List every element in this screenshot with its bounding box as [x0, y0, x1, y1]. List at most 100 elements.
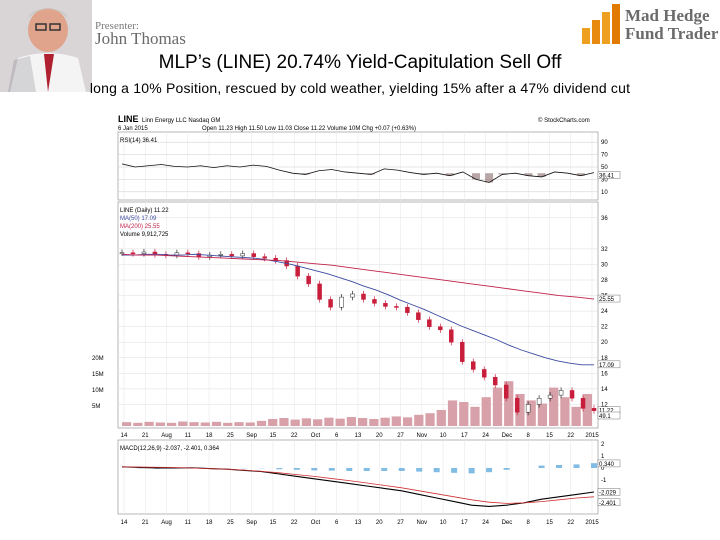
candle-body — [251, 253, 256, 257]
candle-body — [547, 394, 553, 399]
candle-body — [328, 299, 333, 308]
candle-body — [525, 404, 531, 413]
volume-bar — [515, 394, 525, 426]
rsi-series — [121, 163, 595, 183]
macd-histogram-bar — [346, 468, 353, 471]
price-tick-label: 18 — [601, 356, 608, 362]
volume-bar — [346, 417, 356, 426]
volume-bar — [301, 418, 312, 426]
candle-body — [514, 397, 520, 413]
volume-bar — [582, 394, 592, 426]
x-tick-label: 14 — [121, 433, 128, 439]
volume-bar — [436, 410, 446, 426]
x-tick-label: 6 — [335, 433, 339, 439]
macd-histogram-bar — [591, 463, 597, 468]
price-tick-label: 24 — [601, 309, 608, 315]
candle-body — [394, 306, 399, 308]
rsi-label: RSI(14) 36.41 — [120, 138, 158, 144]
rsi-oversold-fill — [524, 173, 533, 176]
price-tick-label: 28 — [601, 278, 608, 284]
candle-body — [383, 303, 388, 307]
macd-histogram-bar — [538, 465, 545, 468]
x-tick-label: Aug — [161, 520, 172, 526]
x-tick-label: Nov — [416, 520, 427, 526]
volume-bar — [223, 422, 233, 426]
candle-body — [130, 252, 136, 255]
price-tick-label: 16 — [601, 371, 608, 377]
rsi-oversold-fill — [537, 173, 546, 177]
rsi-tick-label: 10 — [601, 190, 608, 196]
macd-histogram-bar — [573, 464, 580, 468]
axis-labels: 36323028262422201816141214142121AugAug11… — [92, 140, 621, 526]
chart-date: 6 Jan 2015 — [118, 126, 148, 132]
volume-bar — [459, 402, 469, 426]
x-tick-label: 10 — [440, 433, 447, 439]
price-legend-4: Volume 9,912,725 — [120, 232, 169, 238]
candle-body — [262, 256, 267, 259]
chart-quote: Open 11.23 High 11.50 Low 11.03 Close 11… — [202, 126, 416, 132]
volume-bar — [447, 400, 458, 426]
slide-subtitle: long a 10% Position, rescued by cold wea… — [89, 80, 631, 96]
x-tick-label: 11 — [185, 433, 192, 439]
x-tick-label: 11 — [185, 520, 192, 526]
volume-bar — [335, 418, 345, 426]
volume-bar — [166, 422, 177, 426]
volume-bar — [358, 418, 368, 426]
x-tick-label: 21 — [142, 520, 149, 526]
macd-histogram-bar — [503, 468, 510, 470]
volume-bar — [122, 422, 132, 426]
candle-body — [350, 293, 355, 298]
value-tag-box — [597, 488, 621, 496]
grid-lines — [118, 132, 598, 514]
x-tick-label: 2015 — [585, 433, 599, 439]
volume-bar — [313, 419, 323, 426]
candle-body — [438, 326, 443, 331]
macd-histogram-bar — [433, 468, 440, 473]
chart-company: Linn Energy LLC Nasdaq GM — [142, 118, 220, 124]
volume-bar — [324, 417, 334, 426]
volume-bar — [155, 422, 165, 426]
candle-body — [141, 251, 147, 254]
volume-bar — [402, 417, 413, 426]
candle-body — [339, 296, 344, 308]
rsi-tick-label: 90 — [601, 140, 608, 146]
chart-source: © StockCharts.com — [538, 117, 590, 124]
macd-series — [121, 463, 597, 507]
macd-histogram-bar — [451, 468, 458, 473]
x-tick-label: 17 — [461, 520, 468, 526]
x-tick-label: 18 — [206, 520, 213, 526]
volume-bar — [504, 381, 514, 426]
volume-bar — [492, 387, 503, 426]
value-tag: 49.1 — [599, 414, 611, 420]
x-tick-label: 22 — [567, 433, 574, 439]
value-tag: 17.09 — [599, 363, 615, 369]
price-tick-label: 36 — [601, 216, 608, 222]
volume-bar — [234, 422, 244, 426]
value-tag: 36.41 — [599, 173, 615, 179]
x-tick-label: Dec — [502, 433, 513, 439]
macd-histogram-bar — [381, 468, 388, 471]
x-tick-label: Dec — [502, 520, 513, 526]
candle-body — [558, 390, 564, 396]
price-tick-label: 14 — [601, 387, 608, 393]
volume-bar — [414, 414, 424, 426]
x-tick-label: 10 — [440, 520, 447, 526]
candle-body — [229, 254, 235, 257]
volume-bar — [369, 418, 379, 426]
presenter-photo — [0, 0, 92, 92]
x-tick-label: 13 — [355, 520, 362, 526]
rsi-oversold-fill — [485, 173, 494, 183]
price-legend-2: MA(50) 17.09 — [120, 216, 157, 222]
x-tick-label: 18 — [206, 433, 213, 439]
volume-bar — [470, 406, 480, 426]
value-tag-box — [597, 459, 621, 468]
volume-bar — [133, 422, 143, 426]
rsi-oversold-fill — [419, 173, 428, 175]
x-tick-label: 2015 — [585, 520, 599, 526]
price-tick-label: 32 — [601, 247, 608, 253]
rsi-tick-label: 50 — [601, 165, 608, 171]
rsi-oversold-fill — [576, 173, 585, 176]
x-tick-label: 14 — [121, 520, 128, 526]
value-tag: 25.55 — [599, 297, 615, 303]
volume-bar — [425, 413, 435, 426]
